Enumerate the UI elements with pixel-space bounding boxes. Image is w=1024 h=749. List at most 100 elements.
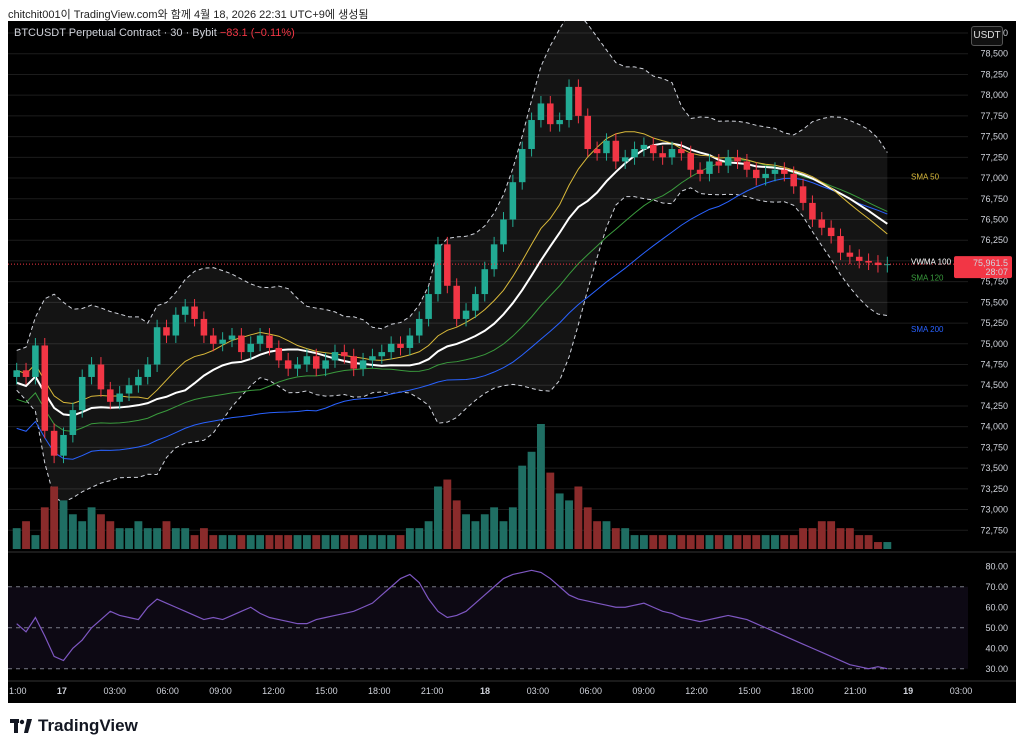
- volume-bar: [190, 535, 199, 549]
- price-tick-label: 75,750: [980, 277, 1008, 287]
- candle-body: [256, 335, 264, 344]
- candle-body: [547, 103, 554, 125]
- candle-body: [612, 140, 620, 162]
- candle-body: [884, 264, 891, 266]
- volume-bar: [799, 528, 807, 549]
- volume-bar: [396, 535, 405, 549]
- volume-bar: [583, 507, 592, 549]
- volume-bar: [686, 535, 695, 549]
- candle-body: [678, 149, 685, 154]
- candle-body: [369, 356, 376, 361]
- volume-bar: [677, 535, 686, 549]
- candle-body: [238, 335, 245, 353]
- volume-bar: [883, 542, 892, 549]
- price-tick-label: 78,250: [980, 69, 1008, 79]
- candle-body: [78, 376, 86, 411]
- volume-bar: [274, 535, 283, 549]
- candle-body: [13, 370, 20, 377]
- volume-bar: [789, 535, 798, 549]
- candle-body: [153, 327, 161, 365]
- candle-body: [706, 161, 713, 174]
- candle-body: [434, 244, 442, 295]
- volume-bar: [349, 535, 358, 549]
- indicator-label: SMA 200: [911, 325, 944, 334]
- volume-bar: [808, 528, 817, 549]
- volume-bar: [565, 500, 573, 549]
- candle-body: [462, 310, 470, 319]
- price-tick-label: 73,750: [980, 442, 1008, 452]
- volume-bar: [639, 535, 648, 549]
- time-tick-label: 18:00: [368, 686, 391, 696]
- candle-body: [32, 345, 39, 377]
- volume-bar: [518, 465, 527, 549]
- candle-body: [827, 227, 835, 237]
- volume-bar: [593, 521, 602, 549]
- volume-bar: [434, 486, 442, 549]
- candle-body: [387, 343, 395, 353]
- time-tick-label: 03:00: [104, 686, 127, 696]
- tradingview-logo-icon: [10, 719, 32, 733]
- candle-body: [715, 161, 723, 166]
- volume-bar: [40, 507, 49, 549]
- volume-bar: [218, 535, 227, 549]
- candle-body: [575, 86, 582, 116]
- candle-body: [621, 157, 629, 162]
- candle-body: [734, 157, 741, 162]
- time-tick-label: 19: [903, 686, 913, 696]
- candle-body: [724, 157, 732, 166]
- price-tick-label: 78,000: [980, 90, 1008, 100]
- candle-body: [752, 169, 760, 179]
- candle-body: [200, 318, 208, 336]
- volume-bar: [443, 479, 452, 549]
- price-tick-label: 74,750: [980, 360, 1008, 370]
- candle-body: [556, 120, 563, 125]
- volume-bar: [480, 514, 489, 549]
- sma-120-line: [16, 159, 888, 432]
- volume-bar: [246, 535, 255, 549]
- volume-bar: [658, 535, 667, 549]
- candle-body: [69, 410, 77, 435]
- sma-50-line: [16, 131, 888, 404]
- candle-body: [60, 434, 67, 456]
- price-tick-label: 77,250: [980, 152, 1008, 162]
- volume-bar: [705, 535, 714, 549]
- moving-averages: [16, 131, 888, 460]
- candle-body: [565, 86, 573, 121]
- candle-body: [687, 153, 694, 170]
- brand-name: TradingView: [38, 716, 138, 735]
- time-tick-label: 06:00: [580, 686, 603, 696]
- price-tick-label: 74,000: [980, 422, 1008, 432]
- candle-body: [771, 169, 779, 174]
- candle-body: [275, 347, 283, 361]
- currency-button[interactable]: USDT: [971, 26, 1003, 46]
- vwma-100-line: [16, 142, 888, 417]
- price-tick-label: 73,500: [980, 463, 1008, 473]
- volume-bar: [602, 521, 611, 549]
- volume-bar: [50, 486, 59, 549]
- rsi-tick-label: 60.00: [985, 602, 1008, 612]
- candle-body: [781, 169, 788, 174]
- volume-bar: [752, 535, 761, 549]
- time-tick-label: 18:00: [791, 686, 814, 696]
- candle-body: [97, 364, 105, 390]
- volume-bar: [265, 535, 274, 549]
- price-tick-label: 76,500: [980, 214, 1008, 224]
- time-tick-label: 15:00: [315, 686, 338, 696]
- volume-bar: [855, 535, 864, 549]
- volume-bar: [537, 424, 545, 549]
- volume-bar: [462, 514, 470, 549]
- time-tick-label: 17: [57, 686, 67, 696]
- symbol-info: BTCUSDT Perpetual Contract · 30 · Bybit …: [14, 27, 295, 39]
- candle-body: [172, 314, 180, 336]
- volume-bar: [780, 535, 789, 549]
- price-tick-label: 77,750: [980, 111, 1008, 121]
- price-tick-label: 75,000: [980, 339, 1008, 349]
- bollinger-bands: [16, 21, 888, 503]
- volume-bar: [527, 451, 536, 549]
- candle-body: [406, 335, 414, 348]
- volume-bars: [12, 424, 892, 549]
- candle-body: [603, 140, 610, 154]
- rsi-tick-label: 80.00: [985, 561, 1008, 571]
